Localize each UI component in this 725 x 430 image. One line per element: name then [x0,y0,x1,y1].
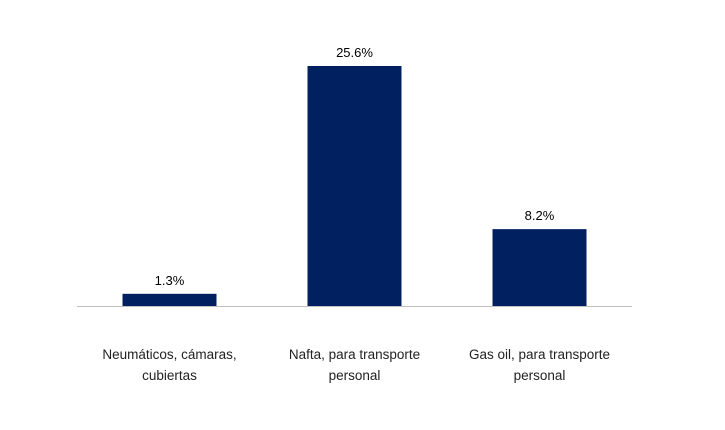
category-label: Nafta, para transporte [289,347,420,362]
category-label: Gas oil, para transporte [469,347,610,362]
data-label: 25.6% [336,45,373,60]
category-label: cubiertas [142,368,197,383]
data-label: 8.2% [525,208,555,223]
bar [122,293,217,306]
category-label: personal [329,368,381,383]
data-label: 1.3% [155,273,185,288]
category-label: Neumáticos, cámaras, [102,347,236,362]
bar [492,229,587,306]
bar [307,66,402,306]
category-label: personal [514,368,566,383]
